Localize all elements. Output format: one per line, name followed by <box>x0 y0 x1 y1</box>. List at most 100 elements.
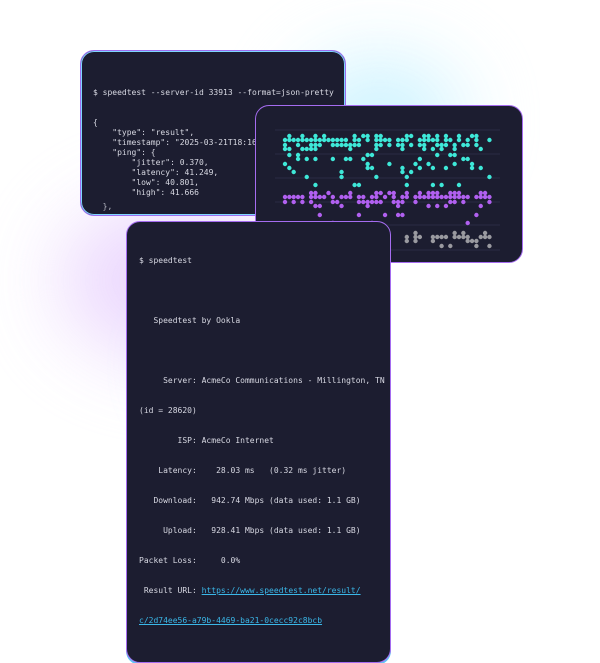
json-line: { <box>93 118 98 127</box>
upload-dot <box>417 190 422 195</box>
download-dot <box>399 137 405 142</box>
upload-dot <box>395 212 400 217</box>
upload-dot <box>447 194 452 199</box>
download-dot <box>291 169 296 174</box>
upload-dot <box>447 190 452 195</box>
upload-dot <box>456 194 461 199</box>
download-dot <box>378 142 383 147</box>
download-dot <box>382 137 387 142</box>
upload-dot <box>308 199 313 204</box>
upload-dot <box>478 194 483 199</box>
download-dot <box>460 156 466 161</box>
download-dot <box>408 133 413 138</box>
download-dot <box>304 174 309 179</box>
download-dot <box>421 142 426 147</box>
download-dot <box>373 146 379 151</box>
download-dot <box>299 137 305 142</box>
download-dot <box>408 169 413 174</box>
latency-dot <box>443 234 448 239</box>
download-dot <box>438 146 444 151</box>
upload-dot <box>451 190 457 195</box>
download-dot <box>317 142 322 147</box>
download-dot <box>378 133 383 138</box>
title-line: Speedtest by Ookla <box>139 316 241 325</box>
result-url-link[interactable]: https://www.speedtest.net/result/ <box>201 586 361 595</box>
upload-dot <box>434 190 439 195</box>
upload-dot <box>299 199 305 204</box>
upload-dot <box>391 199 396 204</box>
upload-dot <box>325 190 331 195</box>
download-dot <box>430 137 435 142</box>
download-dot <box>486 174 492 179</box>
download-dot <box>312 137 318 142</box>
upload-dot <box>317 194 322 199</box>
upload-dot <box>360 199 365 204</box>
upload-dot <box>356 199 361 204</box>
download-dot <box>360 156 365 161</box>
download-dot <box>364 165 370 170</box>
download-dot <box>312 146 318 151</box>
upload-dot <box>412 199 418 204</box>
download-dot <box>373 137 379 142</box>
upload-dot <box>321 194 326 199</box>
download-dot <box>417 156 422 161</box>
latency-dot <box>438 234 444 239</box>
result-url-link-cont[interactable]: c/2d74ee56-a79b-4469-ba21-0cecc92c8bcb <box>139 616 323 625</box>
download-dot <box>312 156 318 161</box>
download-dot <box>286 152 292 157</box>
download-dot <box>369 165 374 170</box>
latency-dot <box>447 243 452 248</box>
download-dot <box>330 156 335 161</box>
download-dot <box>451 146 457 151</box>
download-dot <box>456 137 461 142</box>
upload-dot <box>425 203 431 208</box>
upload-dot <box>465 194 470 199</box>
download-dot <box>399 169 405 174</box>
upload-dot <box>369 199 374 204</box>
upload-dot <box>482 194 487 199</box>
upload-dot <box>282 199 287 204</box>
upload-dot <box>395 199 400 204</box>
packet-loss-line: Packet Loss: 0.0% <box>139 556 241 565</box>
latency-dot <box>412 238 418 243</box>
upload-dot <box>378 199 383 204</box>
upload-dot <box>451 194 457 199</box>
upload-dot <box>347 194 352 199</box>
download-dot <box>386 142 392 147</box>
json-output: { "type": "result", "timestamp": "2025-0… <box>93 118 334 215</box>
cli-terminal-window: $ speedtest Speedtest by Ookla Server: A… <box>126 221 391 663</box>
upload-dot <box>312 190 318 195</box>
download-dot <box>399 165 405 170</box>
download-dot <box>364 152 370 157</box>
download-dot <box>312 133 318 138</box>
json-line: "high": 41.666 <box>93 188 199 197</box>
download-dot <box>473 137 479 142</box>
upload-dot <box>308 190 313 195</box>
json-line: "jitter": 0.370, <box>93 158 209 167</box>
download-dot <box>360 133 365 138</box>
download-dot <box>386 161 392 166</box>
upload-dot <box>360 194 365 199</box>
json-line: "type": "result", <box>93 128 195 137</box>
upload-dot <box>399 199 405 204</box>
download-dot <box>338 174 344 179</box>
upload-dot <box>399 212 405 217</box>
download-dot <box>343 137 348 142</box>
download-dot <box>395 142 400 147</box>
upload-dot <box>330 199 335 204</box>
upload-dot <box>343 194 348 199</box>
download-dot <box>282 137 287 142</box>
upload-dot <box>347 190 352 195</box>
download-dot <box>304 146 309 151</box>
upload-dot <box>373 190 379 195</box>
server-line: Server: AcmeCo Communications - Millingt… <box>139 376 385 385</box>
download-dot <box>312 142 318 147</box>
download-dot <box>443 133 448 138</box>
latency-dot <box>478 234 483 239</box>
latency-dot <box>473 243 479 248</box>
upload-dot <box>391 194 396 199</box>
json-line: "timestamp": "2025-03-21T18:16:36Z", <box>93 138 286 147</box>
download-dot <box>364 133 370 138</box>
upload-dot <box>373 199 379 204</box>
upload-dot <box>364 199 370 204</box>
